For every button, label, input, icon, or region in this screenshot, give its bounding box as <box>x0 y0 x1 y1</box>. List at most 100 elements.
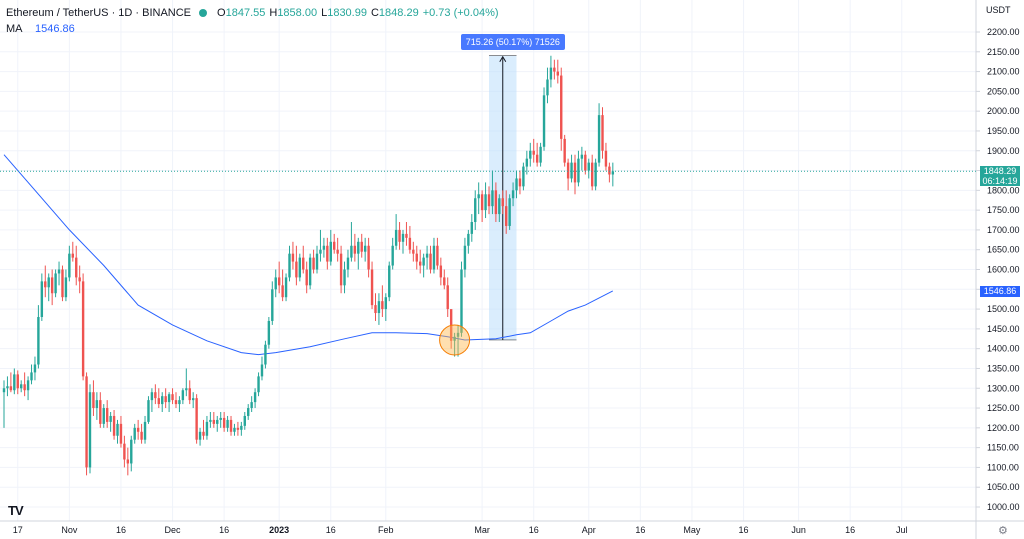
candle-body <box>446 285 449 310</box>
candle <box>319 229 322 262</box>
y-tick-label: 1350.00 <box>987 363 1020 373</box>
x-tick-label: 17 <box>13 525 23 535</box>
candle <box>412 241 415 262</box>
x-tick-label: 2023 <box>269 525 289 535</box>
candle <box>566 158 570 191</box>
candle-body <box>136 427 140 432</box>
candle <box>556 59 559 84</box>
candle-body <box>61 269 64 298</box>
candle-body <box>150 392 154 401</box>
candle <box>274 269 277 298</box>
candle <box>315 245 319 274</box>
candle <box>68 245 71 282</box>
candle <box>491 170 494 215</box>
candle <box>209 412 212 428</box>
candle <box>47 273 50 302</box>
candle <box>253 388 257 409</box>
candle <box>198 427 202 446</box>
axis-currency-unit[interactable]: USDT <box>986 5 1011 15</box>
candle <box>33 356 37 381</box>
candle-body <box>253 392 257 403</box>
candle <box>504 190 508 234</box>
candle-body <box>360 241 363 252</box>
candle-body <box>295 261 298 278</box>
candle-body <box>116 423 119 436</box>
candle <box>336 237 339 262</box>
candle <box>518 170 522 195</box>
candle-body <box>229 419 233 432</box>
low-value: 1830.99 <box>327 7 367 19</box>
candle <box>212 412 216 428</box>
candle <box>597 103 601 167</box>
candle-body <box>13 374 16 391</box>
candle <box>40 273 44 321</box>
candle <box>494 182 498 222</box>
candle <box>594 158 597 191</box>
candle <box>374 293 377 321</box>
candle-body <box>422 257 425 266</box>
y-tick-label: 1500.00 <box>987 304 1020 314</box>
candle-body <box>315 253 319 270</box>
tradingview-logo-icon[interactable]: TV <box>8 503 24 518</box>
y-tick-label: 1450.00 <box>987 324 1020 334</box>
candle-body <box>456 332 460 337</box>
candle-body <box>580 154 584 159</box>
candle-body <box>415 253 418 262</box>
candle <box>26 376 30 401</box>
candle <box>50 269 54 306</box>
symbol-title[interactable]: Ethereum / TetherUS · 1D · BINANCE <box>6 7 192 19</box>
candle-body <box>102 408 105 424</box>
candle-body <box>126 459 130 464</box>
last-price-value: 1848.29 <box>983 166 1017 177</box>
candle-body <box>429 253 432 270</box>
candle-body <box>560 75 563 139</box>
candle <box>23 372 26 397</box>
highlight-circle <box>439 324 471 356</box>
candle <box>61 265 64 302</box>
y-tick-label: 1300.00 <box>987 383 1020 393</box>
candle <box>463 237 467 278</box>
candle <box>95 392 99 420</box>
candle-body <box>563 138 566 163</box>
candle-body <box>181 390 185 401</box>
candle <box>484 182 487 219</box>
candle <box>525 150 529 175</box>
candle-body <box>432 245 436 270</box>
candle <box>546 67 549 104</box>
candle <box>288 245 291 282</box>
candle <box>178 396 181 412</box>
candle-body <box>226 419 229 428</box>
candle <box>291 241 295 270</box>
candle <box>322 237 326 258</box>
candle <box>116 419 119 444</box>
candle-body <box>556 71 559 76</box>
ma-polyline <box>3 154 614 356</box>
y-tick-label: 1950.00 <box>987 126 1020 136</box>
candle <box>456 324 460 357</box>
candle-body <box>119 423 123 444</box>
candle <box>532 138 535 163</box>
candle <box>136 419 140 440</box>
candle-body <box>508 198 511 226</box>
candle <box>339 245 343 294</box>
gear-icon[interactable]: ⚙ <box>998 525 1008 537</box>
candle-body <box>68 253 71 278</box>
candle <box>81 273 85 381</box>
candle <box>233 423 236 436</box>
candle-body <box>191 398 195 401</box>
candle <box>281 269 284 302</box>
candle-body <box>288 253 291 278</box>
candle <box>64 269 68 302</box>
ma-legend[interactable]: MA 1546.86 <box>6 23 75 35</box>
candle <box>143 415 147 444</box>
candle-body <box>140 431 143 440</box>
x-tick-label: Mar <box>474 525 490 535</box>
candle <box>185 368 188 397</box>
candle <box>535 142 539 167</box>
candle-body <box>477 194 480 199</box>
candle <box>539 142 542 167</box>
time-axis[interactable]: 17 Nov 16 Dec 16 2023 16 Feb Mar 16 Apr 16 May 16 Jun 1… <box>13 525 908 535</box>
price-axis[interactable]: 1000.00 1050.00 1100.00 1150.00 1200.00 1250.… <box>976 27 1020 512</box>
